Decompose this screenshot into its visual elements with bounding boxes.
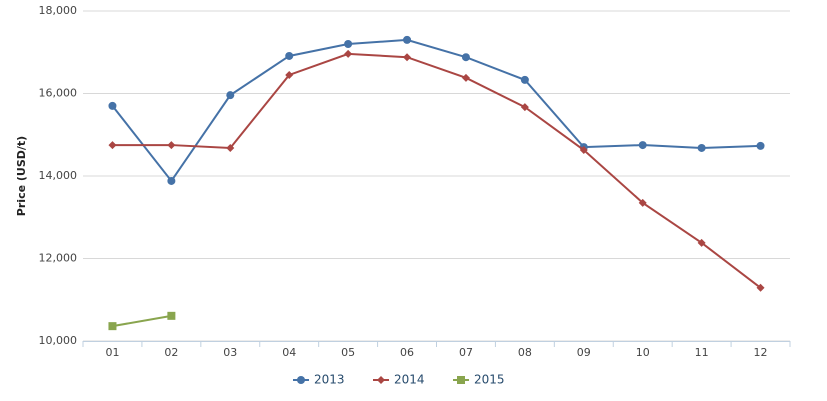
x-tick-label: 05 [341, 346, 355, 359]
point [579, 146, 588, 155]
point [226, 143, 235, 152]
point [297, 376, 305, 384]
point [697, 143, 706, 152]
x-tick-label: 09 [577, 346, 591, 359]
series-line [111, 38, 761, 183]
series-line [112, 52, 762, 289]
point [457, 376, 465, 384]
point [403, 35, 412, 44]
legend-item: 2013 [293, 373, 345, 387]
x-tick-label: 06 [400, 346, 414, 359]
point [344, 40, 353, 48]
x-tick-label: 12 [754, 346, 768, 359]
point [226, 91, 235, 100]
point [697, 238, 706, 247]
y-tick-label: 10,000 [39, 334, 78, 347]
x-tick-label: 10 [636, 346, 650, 359]
point [108, 101, 117, 110]
point [638, 141, 647, 150]
x-tick-label: 01 [105, 346, 119, 359]
point [377, 376, 385, 384]
point [108, 141, 117, 150]
point [285, 51, 294, 60]
legend-label: 2013 [314, 373, 345, 387]
y-axis-label: Price (USD/t) [15, 136, 28, 216]
point [285, 70, 294, 79]
x-tick-label: 04 [282, 346, 296, 359]
point [520, 103, 529, 112]
point [108, 322, 117, 331]
x-tick-label: 11 [695, 346, 709, 359]
legend-item: 2014 [373, 373, 425, 387]
x-tick-label: 07 [459, 346, 473, 359]
point [520, 75, 529, 84]
point [167, 311, 176, 320]
legend-label: 2015 [474, 373, 505, 387]
y-tick-label: 16,000 [39, 87, 78, 100]
point [638, 198, 647, 207]
y-tick-label: 12,000 [39, 252, 78, 265]
point [461, 73, 470, 82]
point [167, 176, 176, 185]
point [167, 141, 176, 150]
point [344, 49, 353, 58]
y-tick-label: 18,000 [39, 4, 78, 17]
x-tick-label: 02 [164, 346, 178, 359]
y-tick-label: 14,000 [39, 169, 78, 182]
point [756, 283, 765, 292]
x-tick-label: 08 [518, 346, 532, 359]
legend-item: 2015 [453, 373, 505, 387]
point [756, 141, 765, 150]
point [403, 53, 412, 62]
point [461, 53, 470, 62]
series-line [112, 314, 172, 328]
x-tick-label: 03 [223, 346, 237, 359]
legend-label: 2014 [394, 373, 425, 387]
